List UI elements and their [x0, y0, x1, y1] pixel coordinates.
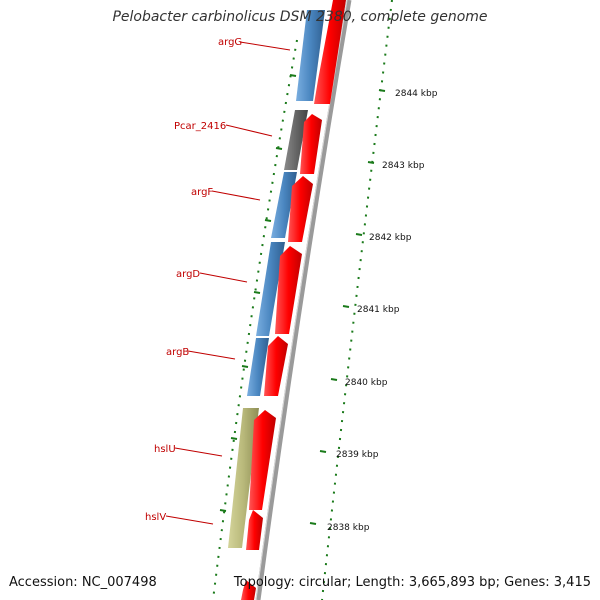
gene-bar-argB	[247, 338, 269, 396]
gene-label-argB: argB	[166, 347, 189, 358]
gene-label-argG: argG	[218, 37, 242, 48]
gene-label-hslV: hslV	[145, 512, 166, 523]
cds-arrow-6	[249, 410, 276, 510]
genome-summary-text: Topology: circular; Length: 3,665,893 bp…	[233, 575, 591, 590]
gene-bar-pcar2416	[284, 110, 308, 170]
genome-backbone	[255, 0, 352, 600]
cds-arrow-4	[275, 246, 302, 334]
cds-arrow-2	[300, 114, 322, 174]
gene-bar-argD	[256, 242, 285, 336]
gene-label-pcar2416: Pcar_2416	[174, 121, 226, 132]
accession-text: Accession: NC_007498	[9, 575, 157, 590]
gene-label-argF: argF	[191, 187, 213, 198]
scale-label-2844: 2844 kbp	[395, 89, 438, 99]
scale-label-2843: 2843 kbp	[382, 161, 425, 171]
cds-track	[241, 0, 346, 600]
cds-arrow-5	[264, 336, 288, 396]
gene-label-hslU: hslU	[154, 444, 176, 455]
scale-label-2839: 2839 kbp	[336, 450, 379, 460]
scale-label-2838: 2838 kbp	[327, 523, 370, 533]
inner-ticks	[219, 74, 297, 512]
gene-bar-argG	[296, 10, 325, 101]
gene-bar-hslU	[228, 408, 259, 548]
cds-arrow-7	[246, 510, 263, 550]
scale-label-2842: 2842 kbp	[369, 233, 412, 243]
cds-arrow-1	[314, 0, 346, 104]
scale-label-2841: 2841 kbp	[357, 305, 400, 315]
cds-arrow-8	[241, 580, 256, 600]
gene-label-argD: argD	[176, 269, 200, 280]
scale-label-2840: 2840 kbp	[345, 378, 388, 388]
cds-arrow-3	[288, 176, 313, 242]
scale-ticks	[309, 89, 386, 525]
gene-track	[228, 10, 325, 548]
page-title: Pelobacter carbinolicus DSM 2380, comple…	[112, 9, 488, 25]
gene-labels: argG Pcar_2416 argF argD argB hslU hslV	[145, 37, 291, 525]
gene-bar-argF	[271, 172, 297, 238]
